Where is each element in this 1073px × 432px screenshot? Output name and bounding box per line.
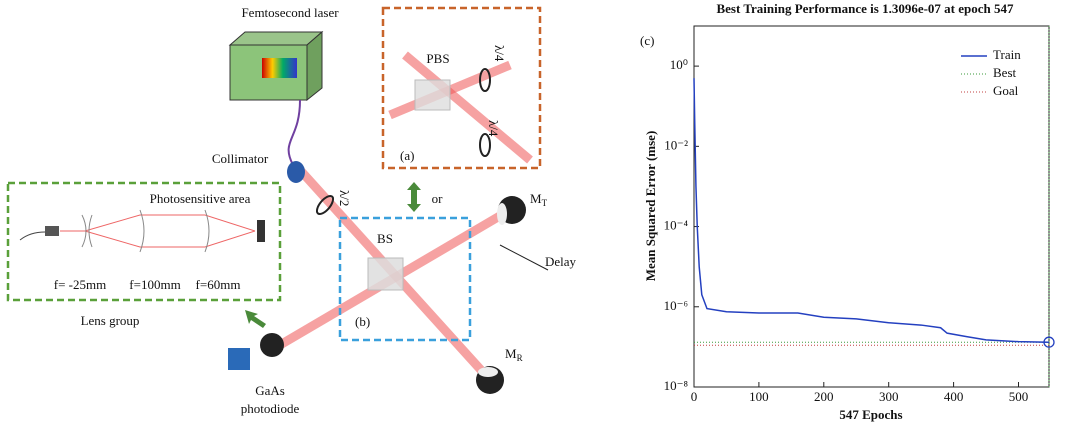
label: f=100mm [129,277,180,292]
x-tick-label: 200 [814,389,834,404]
x-tick-label: 300 [879,389,899,404]
legend-label: Goal [993,83,1019,98]
label: (a) [400,148,414,163]
label: f=60mm [196,277,241,292]
label: PBS [426,51,449,66]
label: MR [505,346,523,363]
label-main: M [505,346,517,361]
y-tick-label: 10⁻⁴ [664,218,689,233]
figure: Femtosecond laser Collimator λ/2 PBS λ/4… [0,0,1073,427]
x-axis-label: 547 Epochs [839,407,902,422]
label: BS [377,231,393,246]
label: λ/2 [337,190,352,206]
label: λ/4 [486,120,501,137]
x-tick-label: 100 [749,389,769,404]
y-tick-label: 10⁻⁸ [664,378,689,393]
label: Collimator [212,151,269,166]
label: Photosensitive area [150,191,251,206]
label: or [432,191,444,206]
label: Lens group [81,313,140,328]
x-tick-label: 400 [944,389,964,404]
label: λ/4 [492,45,507,62]
legend-label: Best [993,65,1017,80]
setup-diagram: Femtosecond laser Collimator λ/2 PBS λ/4… [8,5,577,416]
label-sub: R [517,353,523,363]
label-main: M [530,191,542,206]
label: Delay [545,254,577,269]
panel-label: (c) [640,33,654,48]
label: photodiode [241,401,300,416]
label: GaAs [255,383,285,398]
label: f= -25mm [54,277,106,292]
legend-label: Train [993,47,1021,62]
chart-title: Best Training Performance is 1.3096e-07 … [716,1,1014,16]
y-axis-label: Mean Squared Error (mse) [643,131,658,282]
x-tick-label: 500 [1009,389,1029,404]
label-sub: T [542,198,548,208]
label: Femtosecond laser [241,5,339,20]
x-tick-label: 0 [691,389,698,404]
label: MT [530,191,548,208]
label: (b) [355,314,370,329]
series-line [694,78,1049,342]
y-tick-label: 10⁻² [664,137,688,152]
y-tick-label: 10⁻⁶ [664,298,688,313]
plot-frame [694,26,1049,387]
y-tick-label: 10⁰ [670,57,688,72]
